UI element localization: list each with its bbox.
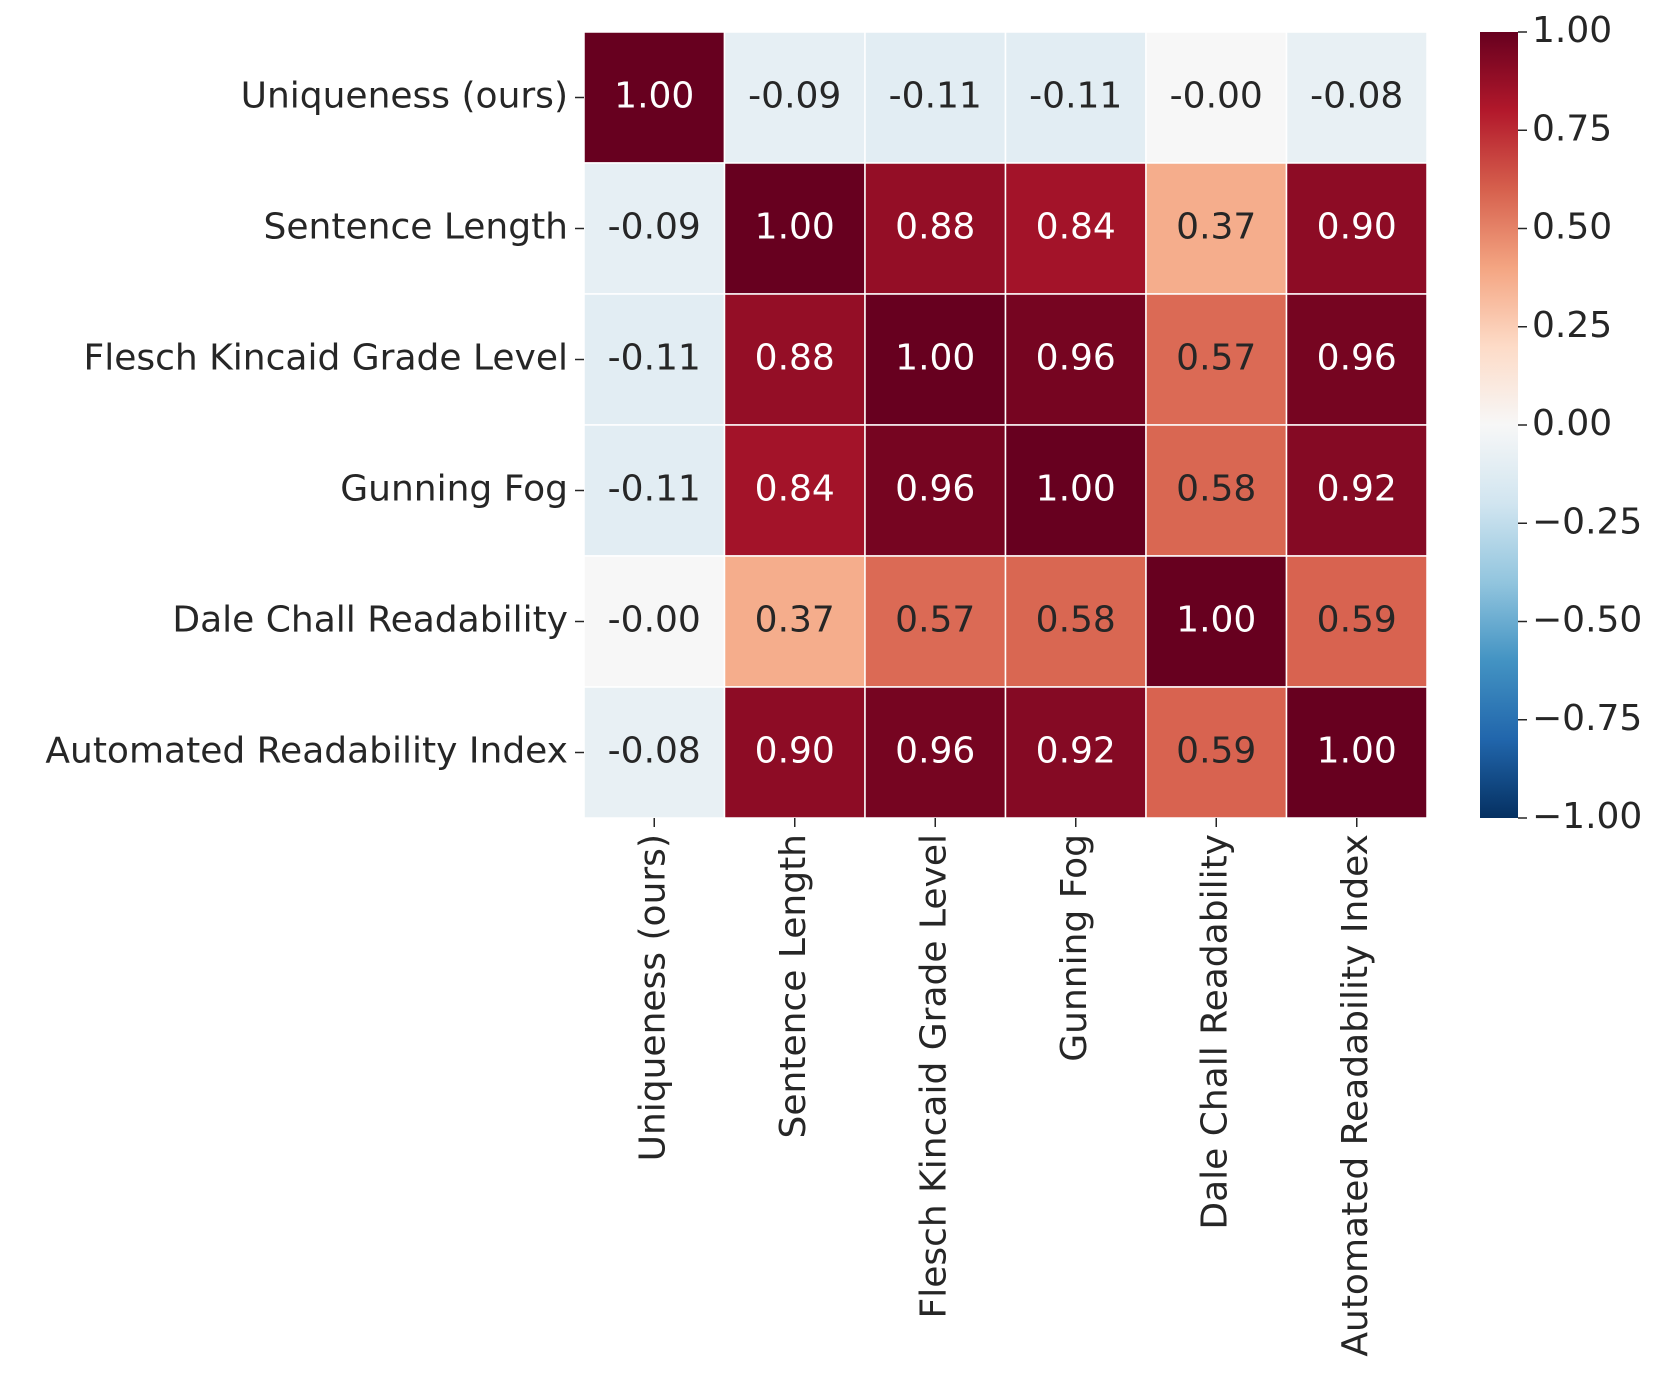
colorbar (1480, 32, 1518, 818)
cell-value-label: -0.11 (608, 338, 701, 379)
colorbar-tick-label: 0.50 (1532, 207, 1612, 248)
heatmap-cell (1004, 293, 1147, 426)
cell-value-label: -0.11 (1029, 76, 1122, 117)
heatmap-cell (1285, 686, 1428, 819)
cell-value-label: 0.96 (1317, 338, 1397, 379)
cell-value-label: 1.00 (895, 338, 975, 379)
colorbar-tick-label: −0.75 (1532, 698, 1642, 739)
heatmap-cell (1285, 293, 1428, 426)
cell-value-label: 0.84 (1036, 207, 1116, 248)
heatmap-cell (583, 555, 726, 688)
heatmap-cell (723, 293, 866, 426)
y-tick-label: Automated Readability Index (45, 731, 568, 772)
y-tick-label: Sentence Length (264, 207, 568, 248)
heatmap-cell (723, 424, 866, 557)
cell-value-label: 0.57 (895, 600, 975, 641)
cell-value-label: 0.90 (1317, 207, 1397, 248)
colorbar-tick-label: −0.50 (1532, 600, 1642, 641)
heatmap-cell (1285, 424, 1428, 557)
heatmap-cell (1004, 162, 1147, 295)
heatmap-cell (1145, 686, 1288, 819)
colorbar-tick-label: 0.25 (1532, 305, 1612, 346)
cell-value-label: -0.00 (608, 600, 701, 641)
cell-value-label: 0.58 (1176, 469, 1256, 510)
cell-value-label: 0.59 (1176, 731, 1256, 772)
heatmap-cell (583, 31, 726, 164)
heatmap-cell (1145, 424, 1288, 557)
colorbar-tick-label: 0.00 (1532, 403, 1612, 444)
cell-value-label: 0.92 (1036, 731, 1116, 772)
heatmap-cell (723, 162, 866, 295)
cell-value-label: 1.00 (1176, 600, 1256, 641)
cell-value-label: 1.00 (1036, 469, 1116, 510)
x-tick-label: Uniqueness (ours) (632, 834, 673, 1161)
heatmap-cell (864, 424, 1007, 557)
heatmap-cell (583, 686, 726, 819)
heatmap-cell (1004, 31, 1147, 164)
cell-value-label: -0.09 (748, 76, 841, 117)
cell-value-label: 1.00 (614, 76, 694, 117)
heatmap-cell (1004, 555, 1147, 688)
cell-value-label: 0.57 (1176, 338, 1256, 379)
cell-value-label: -0.00 (1170, 76, 1263, 117)
heatmap-cell (864, 293, 1007, 426)
x-tick-label: Gunning Fog (1054, 834, 1095, 1062)
heatmap-cell (1285, 162, 1428, 295)
cell-value-label: 0.88 (895, 207, 975, 248)
heatmap-cell (1285, 555, 1428, 688)
cell-value-label: 0.92 (1317, 469, 1397, 510)
cell-value-label: 0.37 (755, 600, 835, 641)
x-tick-label: Dale Chall Readability (1194, 834, 1235, 1230)
cell-value-label: 0.37 (1176, 207, 1256, 248)
cell-value-label: 0.96 (1036, 338, 1116, 379)
cell-value-label: 0.59 (1317, 600, 1397, 641)
cell-value-label: 1.00 (1317, 731, 1397, 772)
cell-value-label: 0.58 (1036, 600, 1116, 641)
heatmap-cell (864, 31, 1007, 164)
heatmap-cell (1145, 31, 1288, 164)
cell-value-label: 0.88 (755, 338, 835, 379)
colorbar-tick-label: −0.25 (1532, 501, 1642, 542)
x-tick-label: Flesch Kincaid Grade Level (913, 834, 954, 1318)
cell-value-label: 0.90 (755, 731, 835, 772)
colorbar-tick-label: 0.75 (1532, 108, 1612, 149)
cell-value-label: -0.11 (889, 76, 982, 117)
heatmap-cell (1004, 424, 1147, 557)
heatmap-cell (1145, 293, 1288, 426)
y-tick-label: Gunning Fog (340, 469, 568, 510)
cell-value-label: -0.09 (608, 207, 701, 248)
colorbar-tick-label: 1.00 (1532, 10, 1612, 51)
heatmap-cell (864, 555, 1007, 688)
x-tick-label: Automated Readability Index (1335, 834, 1376, 1357)
cell-value-label: -0.11 (608, 469, 701, 510)
heatmap-cell (1145, 555, 1288, 688)
heatmap-cell (583, 424, 726, 557)
cell-value-label: 0.96 (895, 731, 975, 772)
y-tick-label: Uniqueness (ours) (241, 76, 568, 117)
heatmap-cell (583, 293, 726, 426)
colorbar-tick-label: −1.00 (1532, 796, 1642, 837)
y-tick-label: Flesch Kincaid Grade Level (84, 338, 568, 379)
y-tick-label: Dale Chall Readability (172, 600, 568, 641)
cell-value-label: 0.96 (895, 469, 975, 510)
x-tick-label: Sentence Length (773, 834, 814, 1138)
heatmap-cell (723, 31, 866, 164)
cell-value-label: 1.00 (755, 207, 835, 248)
heatmap-cell (1285, 31, 1428, 164)
cell-value-label: -0.08 (608, 731, 701, 772)
cell-value-label: -0.08 (1310, 76, 1403, 117)
cell-value-label: 0.84 (755, 469, 835, 510)
